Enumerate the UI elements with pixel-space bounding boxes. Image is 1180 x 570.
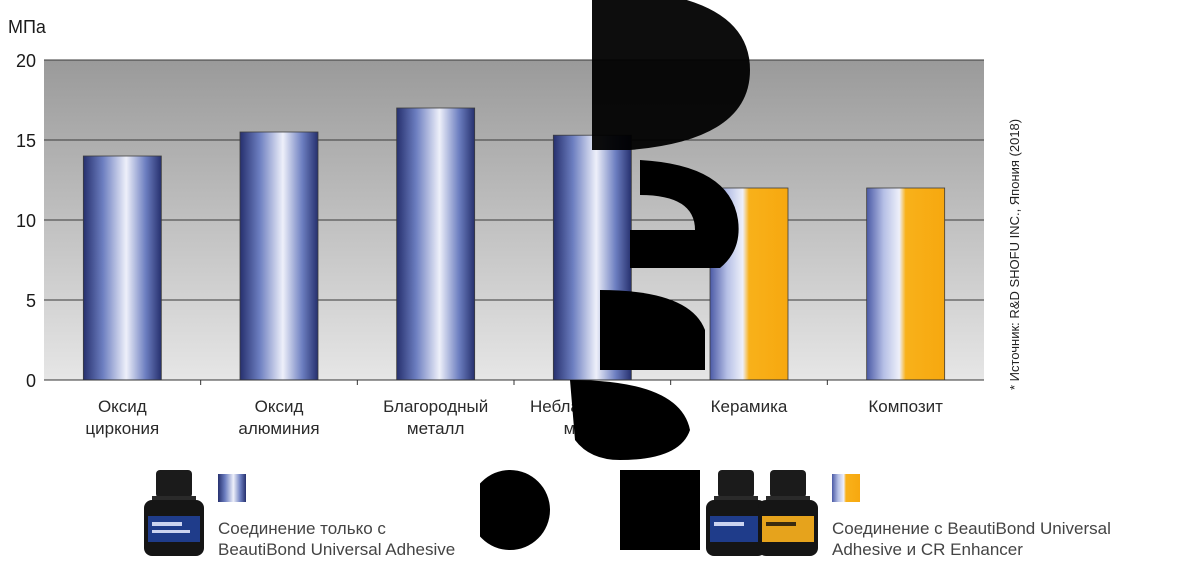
y-tick-label: 0	[26, 371, 36, 391]
x-tick-label: Керамика	[711, 397, 788, 416]
bar	[239, 131, 319, 381]
x-tick-label: металл	[407, 419, 464, 438]
x-tick-label: алюминия	[238, 419, 319, 438]
x-tick-label: Оксид	[98, 397, 147, 416]
y-tick-label: 5	[26, 291, 36, 311]
adhesive-bottle-icon-2	[706, 470, 766, 556]
x-tick-label: Благородный	[383, 397, 488, 416]
watermark-logo	[480, 0, 750, 550]
legend-swatch-enhancer	[832, 474, 860, 502]
x-tick-label: циркония	[85, 419, 159, 438]
y-tick-label: 20	[16, 51, 36, 71]
bar	[866, 187, 946, 381]
adhesive-bottle-icon	[144, 470, 204, 556]
bar	[396, 107, 476, 381]
legend-swatch-adhesive	[218, 474, 246, 502]
legend-label-adhesive: Соединение только с BeautiBond Universal…	[218, 519, 456, 559]
x-tick-label: Оксид	[255, 397, 304, 416]
y-axis-label: МПа	[8, 17, 47, 37]
y-tick-label: 15	[16, 131, 36, 151]
bar	[82, 155, 162, 381]
x-tick-label: Композит	[868, 397, 943, 416]
source-note: * Источник: R&D SHOFU INC., Япония (2018…	[1007, 118, 1022, 390]
y-tick-label: 10	[16, 211, 36, 231]
enhancer-bottle-icon	[758, 470, 818, 556]
legend-label-enhancer: Соединение с BeautiBond Universal Adhesi…	[832, 519, 1111, 559]
